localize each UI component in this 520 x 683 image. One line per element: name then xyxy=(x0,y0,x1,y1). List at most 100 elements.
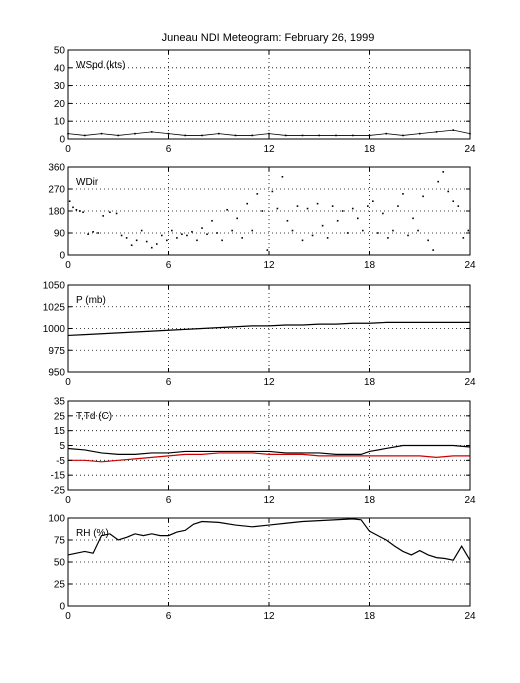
data-point xyxy=(68,200,71,203)
series-line xyxy=(67,321,470,337)
data-point xyxy=(135,239,138,242)
data-point xyxy=(392,229,394,232)
data-point xyxy=(452,200,455,203)
x-tick-label: 12 xyxy=(263,611,275,622)
x-tick-label: 12 xyxy=(263,260,275,271)
series-line xyxy=(68,452,470,463)
y-tick-label: 180 xyxy=(48,207,65,218)
panel-label: WDir xyxy=(76,177,99,188)
y-tick-label: 950 xyxy=(48,368,65,379)
y-tick-label: 25 xyxy=(54,411,66,422)
y-tick-label: 270 xyxy=(48,185,65,196)
data-point xyxy=(186,234,188,237)
y-tick-label: -25 xyxy=(51,486,66,497)
data-point xyxy=(236,217,238,220)
data-point xyxy=(161,234,163,237)
x-tick-label: 18 xyxy=(364,611,376,622)
x-tick-label: 18 xyxy=(364,260,376,271)
y-tick-label: 1025 xyxy=(43,302,66,313)
panel-label: RH (%) xyxy=(76,528,109,539)
data-point xyxy=(417,229,419,232)
data-point xyxy=(231,229,233,232)
data-point xyxy=(82,211,84,214)
data-point xyxy=(97,232,99,234)
data-point xyxy=(191,230,193,233)
x-tick-label: 12 xyxy=(263,495,275,506)
series-line xyxy=(67,518,471,561)
data-point xyxy=(87,233,89,236)
y-tick-label: 0 xyxy=(59,135,65,146)
x-tick-label: 6 xyxy=(166,611,172,622)
y-tick-label: 5 xyxy=(59,441,65,452)
panel-label: T,Td (C) xyxy=(76,411,112,422)
data-point xyxy=(281,175,284,178)
data-point xyxy=(422,195,424,198)
y-tick-label: 35 xyxy=(54,397,66,408)
data-point xyxy=(397,205,399,207)
x-tick-label: 12 xyxy=(263,144,275,155)
data-point xyxy=(367,205,369,207)
data-point xyxy=(150,246,153,249)
y-tick-label: 75 xyxy=(54,536,66,547)
data-point xyxy=(326,237,329,239)
data-point xyxy=(266,249,269,251)
data-point xyxy=(387,237,389,239)
data-point xyxy=(462,237,465,239)
data-point xyxy=(457,205,460,207)
data-point xyxy=(125,237,128,239)
data-point xyxy=(311,234,314,237)
data-point xyxy=(341,210,344,212)
x-tick-label: 0 xyxy=(65,260,71,271)
data-point xyxy=(256,193,259,195)
data-point xyxy=(201,227,203,229)
data-point xyxy=(196,239,198,242)
data-point xyxy=(241,237,243,239)
data-point xyxy=(331,205,334,207)
data-point xyxy=(286,219,289,222)
data-point xyxy=(382,212,384,215)
y-tick-label: 50 xyxy=(54,46,66,57)
data-point xyxy=(306,207,309,210)
data-point xyxy=(402,193,404,195)
data-point xyxy=(427,239,429,242)
y-tick-label: 10 xyxy=(54,117,66,128)
data-point xyxy=(206,233,208,236)
data-point xyxy=(216,232,218,234)
x-tick-label: 24 xyxy=(464,377,476,388)
panel-label: WSpd (kts) xyxy=(76,60,125,71)
data-point xyxy=(145,240,148,243)
data-point xyxy=(346,232,349,234)
chart-title: Juneau NDI Meteogram: February 26, 1999 xyxy=(161,32,375,44)
data-point xyxy=(102,215,104,217)
data-point xyxy=(296,205,299,207)
y-tick-label: 975 xyxy=(48,346,65,357)
data-point xyxy=(412,217,414,220)
series-line xyxy=(67,129,471,136)
data-point xyxy=(72,206,74,209)
y-tick-label: 15 xyxy=(54,426,66,437)
panel-label: P (mb) xyxy=(76,295,106,306)
x-tick-label: 24 xyxy=(464,495,476,506)
y-tick-label: 90 xyxy=(54,229,66,240)
panel-2: 0 6 12 18 24 0 90 180 270 360 WDir xyxy=(48,163,476,272)
data-point xyxy=(336,219,339,222)
x-tick-label: 0 xyxy=(65,495,71,506)
y-tick-label: 0 xyxy=(59,602,65,613)
data-point xyxy=(221,239,223,242)
data-point xyxy=(276,207,279,210)
data-point xyxy=(291,229,294,232)
data-point xyxy=(362,229,364,232)
data-point xyxy=(120,234,123,237)
data-point xyxy=(356,217,359,220)
data-point xyxy=(442,171,444,173)
data-point xyxy=(321,224,324,227)
data-point xyxy=(75,208,78,211)
data-point xyxy=(78,210,81,212)
data-point xyxy=(246,202,249,205)
x-tick-label: 24 xyxy=(464,144,476,155)
x-tick-label: 24 xyxy=(464,260,476,271)
data-point xyxy=(109,211,111,214)
x-tick-label: 6 xyxy=(166,144,172,155)
data-point xyxy=(301,239,304,242)
